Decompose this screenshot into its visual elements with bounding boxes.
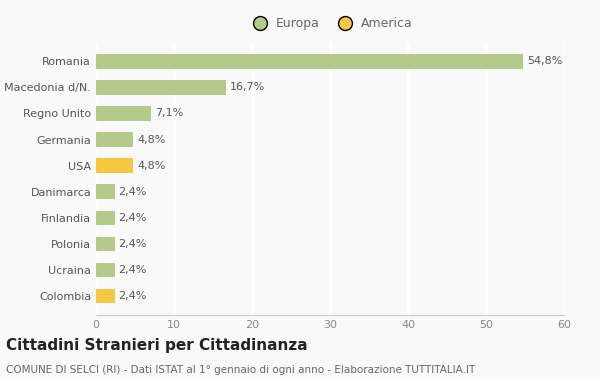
Bar: [96, 263, 115, 277]
Bar: [96, 80, 226, 95]
Legend: Europa, America: Europa, America: [247, 17, 413, 30]
Bar: [96, 211, 115, 225]
Text: 2,4%: 2,4%: [119, 187, 147, 196]
Bar: [96, 236, 115, 251]
Bar: [96, 158, 133, 173]
Text: 2,4%: 2,4%: [119, 291, 147, 301]
Bar: [96, 54, 523, 68]
Text: 16,7%: 16,7%: [230, 82, 265, 92]
Text: 2,4%: 2,4%: [119, 213, 147, 223]
Text: 4,8%: 4,8%: [137, 161, 166, 171]
Text: Cittadini Stranieri per Cittadinanza: Cittadini Stranieri per Cittadinanza: [6, 338, 308, 353]
Text: 2,4%: 2,4%: [119, 265, 147, 275]
Text: 2,4%: 2,4%: [119, 239, 147, 249]
Bar: [96, 106, 151, 121]
Text: 7,1%: 7,1%: [155, 108, 184, 119]
Text: 4,8%: 4,8%: [137, 135, 166, 144]
Bar: [96, 132, 133, 147]
Text: COMUNE DI SELCI (RI) - Dati ISTAT al 1° gennaio di ogni anno - Elaborazione TUTT: COMUNE DI SELCI (RI) - Dati ISTAT al 1° …: [6, 365, 475, 375]
Text: 54,8%: 54,8%: [527, 56, 563, 66]
Bar: [96, 184, 115, 199]
Bar: [96, 289, 115, 303]
